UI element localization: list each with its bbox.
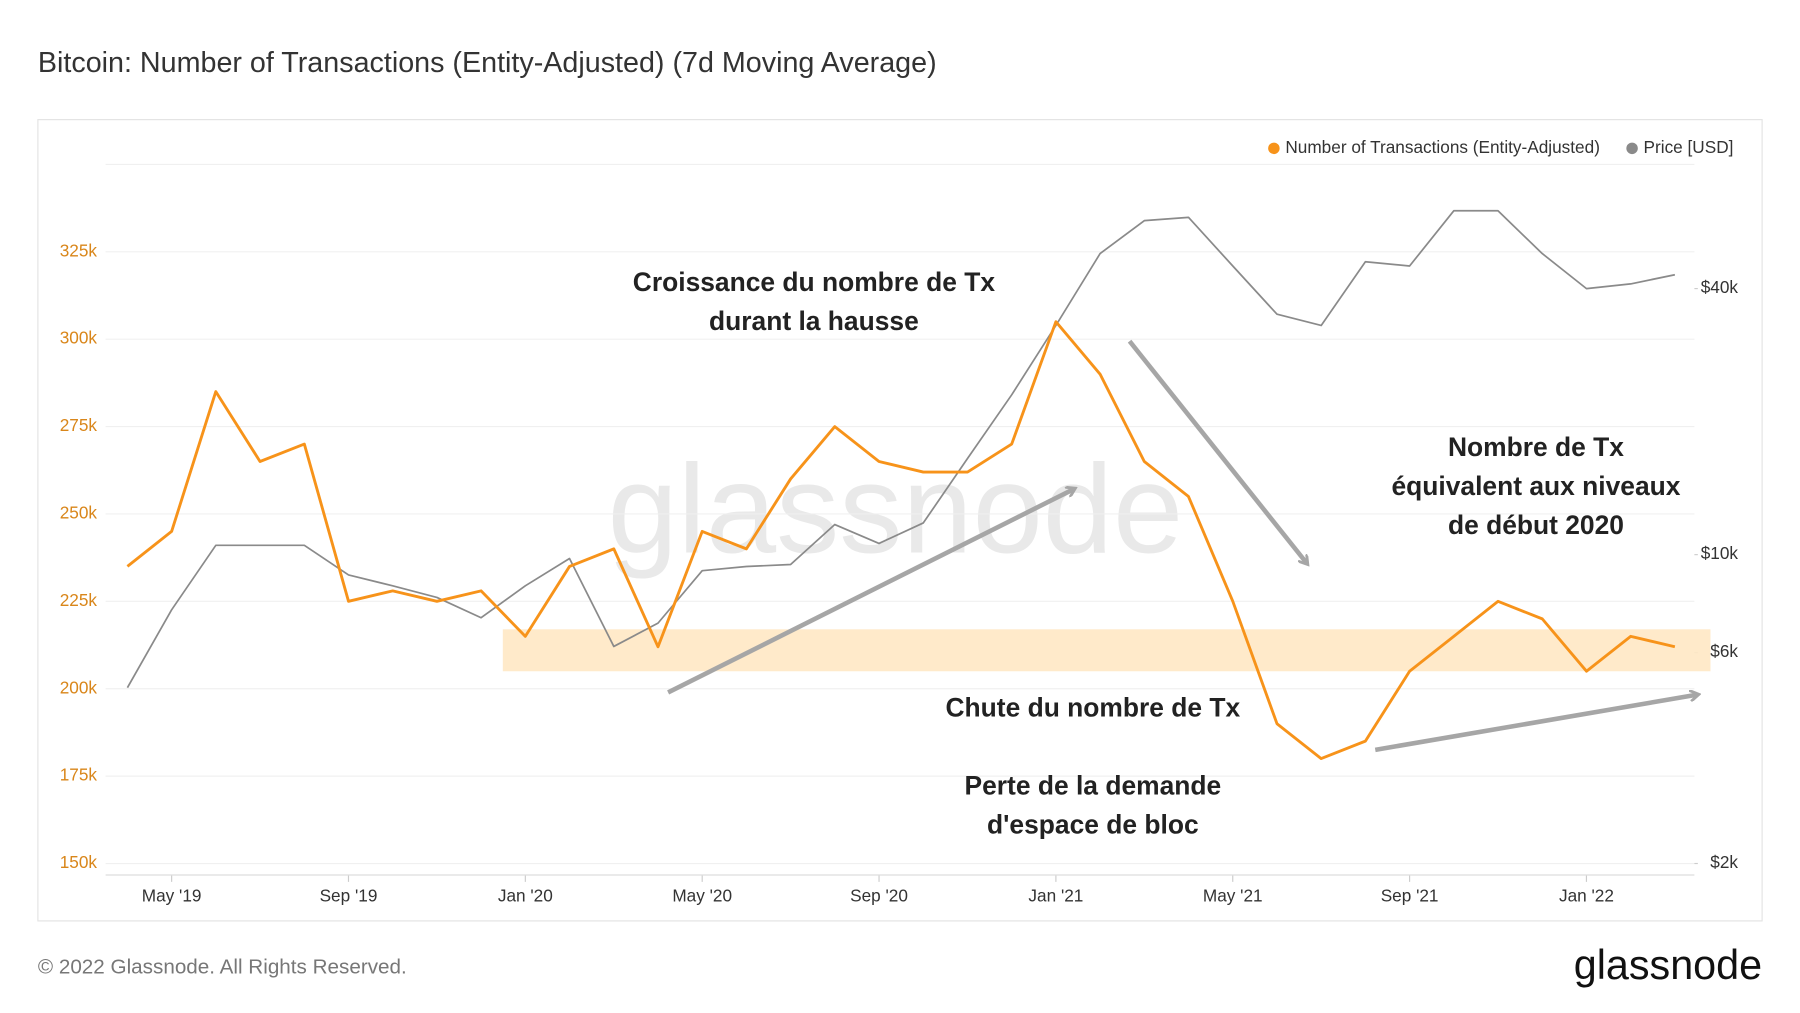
x-tick-label: May '21: [1203, 885, 1263, 905]
x-tick-label: Jan '20: [498, 885, 553, 905]
annotation: Croissance du nombre de Tx: [633, 267, 996, 297]
y2-tick-label: $40k: [1701, 277, 1739, 297]
footer: © 2022 Glassnode. All Rights Reserved.: [38, 955, 407, 978]
annotation: Nombre de Tx: [1448, 432, 1624, 462]
watermark: glassnode: [608, 438, 1184, 579]
series-line: [126, 209, 1676, 689]
annotation-arrow: [1374, 695, 1696, 753]
annotation-arrow: [667, 489, 1073, 695]
highlight-band: [502, 629, 1711, 672]
x-tick-label: Sep '21: [1381, 885, 1439, 905]
y-tick-label: 225k: [60, 590, 98, 610]
annotation: Chute du nombre de Tx: [945, 693, 1240, 723]
annotation: de début 2020: [1448, 510, 1624, 540]
y2-tick-label: $6k: [1710, 641, 1738, 661]
annotation: d'espace de bloc: [987, 810, 1199, 840]
x-tick-label: Jan '21: [1028, 885, 1083, 905]
series-line: [126, 320, 1676, 761]
legend-marker: [1626, 142, 1638, 155]
x-tick-label: May '19: [142, 885, 202, 905]
chart-title: Bitcoin: Number of Transactions (Entity-…: [38, 47, 937, 79]
annotation: équivalent aux niveaux: [1391, 471, 1680, 501]
legend-marker: [1268, 142, 1280, 155]
annotation: Perte de la demande: [965, 771, 1222, 801]
x-tick-label: Jan '22: [1559, 885, 1614, 905]
logo: glassnode: [1574, 942, 1762, 988]
y-tick-label: 250k: [60, 503, 98, 523]
y-tick-label: 275k: [60, 415, 98, 435]
y2-tick-label: $2k: [1710, 852, 1738, 872]
y-tick-label: 200k: [60, 677, 98, 697]
y-tick-label: 150k: [60, 852, 98, 872]
x-tick-label: Sep '19: [320, 885, 378, 905]
y-tick-label: 175k: [60, 765, 98, 785]
y-tick-label: 325k: [60, 240, 98, 260]
legend-label: Price [USD]: [1644, 137, 1734, 157]
y2-tick-label: $10k: [1701, 543, 1739, 563]
x-tick-label: Sep '20: [850, 885, 908, 905]
annotation-arrow: [1127, 339, 1307, 563]
x-tick-label: May '20: [672, 885, 732, 905]
annotation: durant la hausse: [709, 306, 919, 336]
legend-label: Number of Transactions (Entity-Adjusted): [1285, 137, 1600, 157]
y-tick-label: 300k: [60, 328, 98, 348]
